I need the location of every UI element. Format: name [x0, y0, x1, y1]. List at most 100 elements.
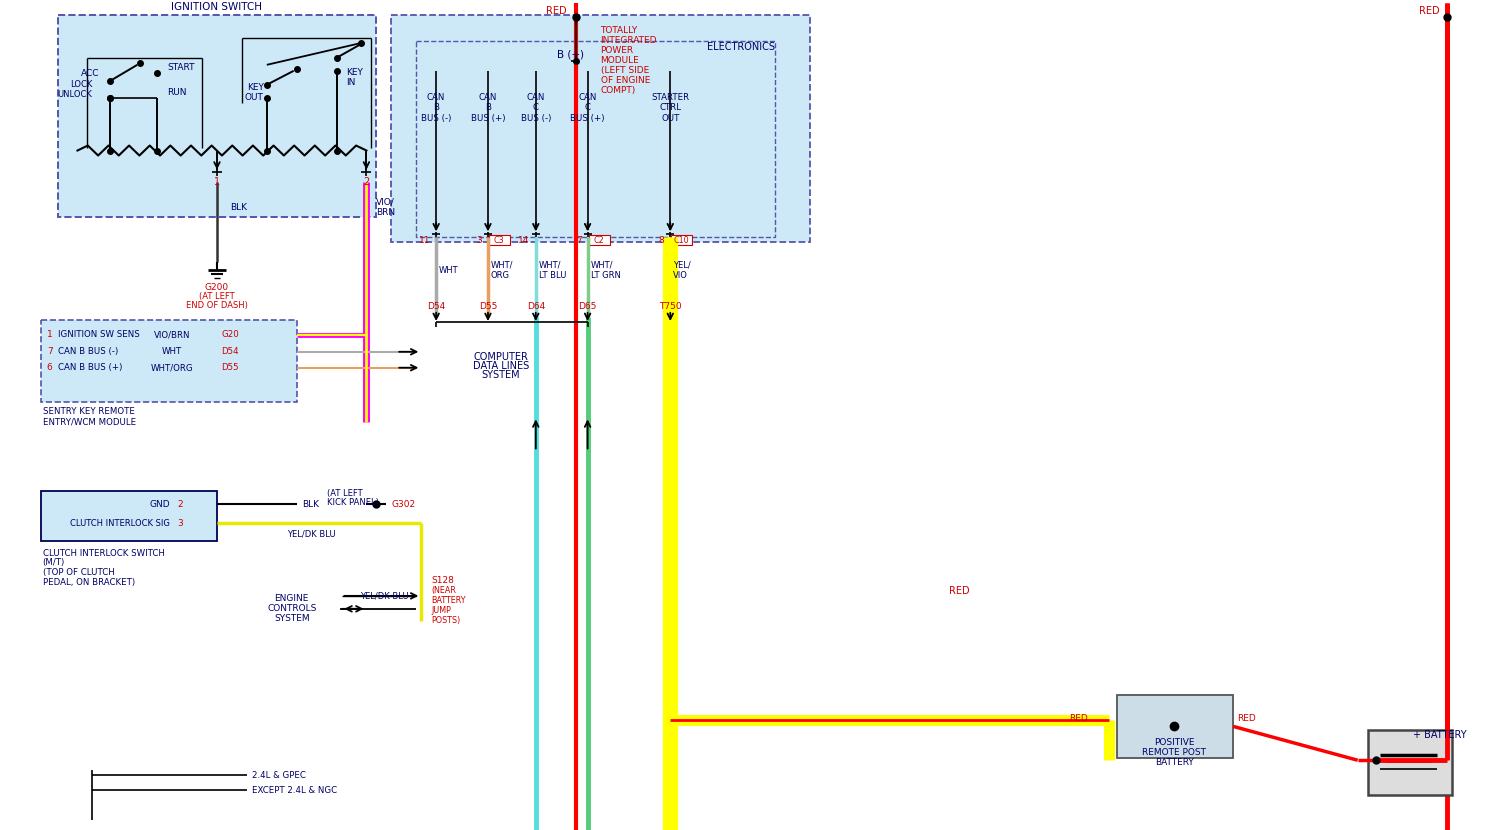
Text: PEDAL, ON BRACKET): PEDAL, ON BRACKET): [43, 579, 135, 588]
Text: C2: C2: [594, 236, 604, 245]
Text: TOTALLY: TOTALLY: [601, 27, 638, 36]
Text: COMPUTER: COMPUTER: [474, 352, 528, 362]
Text: BLK: BLK: [230, 203, 247, 212]
Text: WHT/
ORG: WHT/ ORG: [490, 261, 513, 280]
Text: (NEAR: (NEAR: [431, 586, 456, 595]
Text: STARTER
CTRL
OUT: STARTER CTRL OUT: [652, 93, 689, 123]
Text: RED: RED: [1069, 714, 1088, 723]
Bar: [392, 15, 810, 242]
Text: 3: 3: [176, 519, 182, 528]
Text: G302: G302: [392, 500, 416, 509]
Text: WHT/
LT BLU: WHT/ LT BLU: [538, 261, 567, 280]
Bar: [1368, 730, 1452, 795]
Bar: [58, 15, 377, 217]
Text: START: START: [167, 63, 194, 72]
Text: 2.4L & GPEC: 2.4L & GPEC: [251, 771, 305, 779]
Text: D54: D54: [428, 302, 446, 311]
Bar: [40, 491, 217, 541]
Text: 3: 3: [477, 236, 481, 245]
Text: POSTS): POSTS): [431, 617, 460, 625]
Text: GND: GND: [150, 500, 170, 509]
Text: (AT LEFT: (AT LEFT: [199, 292, 235, 301]
Text: + BATTERY: + BATTERY: [1413, 730, 1467, 740]
Text: CAN
C
BUS (+): CAN C BUS (+): [571, 93, 605, 123]
Text: ELECTRONICS: ELECTRONICS: [707, 42, 774, 52]
Text: 1: 1: [214, 178, 220, 188]
Text: T750: T750: [659, 302, 682, 311]
Text: KICK PANEL): KICK PANEL): [326, 498, 378, 507]
Bar: [489, 235, 510, 245]
Text: BATTERY: BATTERY: [1156, 758, 1195, 767]
Text: RED: RED: [1236, 714, 1256, 723]
Bar: [1117, 696, 1233, 759]
Text: KEY
IN: KEY IN: [347, 68, 363, 87]
Text: C3: C3: [493, 236, 504, 245]
Text: RUN: RUN: [167, 88, 187, 97]
Text: S128: S128: [431, 576, 454, 585]
Text: IGNITION SWITCH: IGNITION SWITCH: [172, 2, 263, 12]
Bar: [671, 235, 692, 245]
Text: SYSTEM: SYSTEM: [274, 614, 309, 623]
Text: ACC: ACC: [81, 70, 99, 78]
Text: OF ENGINE: OF ENGINE: [601, 76, 650, 85]
Text: ENGINE: ENGINE: [275, 594, 309, 603]
Bar: [589, 235, 610, 245]
Text: YEL/
VIO: YEL/ VIO: [673, 261, 691, 280]
Text: ENTRY/WCM MODULE: ENTRY/WCM MODULE: [43, 417, 136, 426]
Text: JUMP: JUMP: [431, 606, 451, 615]
Text: WHT: WHT: [440, 266, 459, 275]
Text: WHT/
LT GRN: WHT/ LT GRN: [591, 261, 620, 280]
Text: D64: D64: [526, 302, 544, 311]
Text: LOCK
UNLOCK: LOCK UNLOCK: [57, 80, 93, 100]
Text: SYSTEM: SYSTEM: [481, 369, 520, 379]
Text: B (+): B (+): [558, 50, 585, 60]
Text: D55: D55: [221, 364, 239, 372]
Text: INTEGRATED: INTEGRATED: [601, 37, 656, 46]
Text: 11: 11: [419, 236, 431, 245]
Text: CAN
B
BUS (-): CAN B BUS (-): [422, 93, 451, 123]
Text: 14: 14: [519, 236, 529, 245]
Text: IGNITION SW SENS: IGNITION SW SENS: [58, 330, 139, 339]
Text: CLUTCH INTERLOCK SWITCH: CLUTCH INTERLOCK SWITCH: [43, 549, 164, 558]
Text: 7: 7: [46, 347, 52, 356]
Text: CAN B BUS (+): CAN B BUS (+): [58, 364, 123, 372]
Text: RED: RED: [546, 6, 567, 16]
Text: KEY
OUT: KEY OUT: [245, 83, 263, 102]
Text: DATA LINES: DATA LINES: [472, 361, 529, 371]
Text: BLK: BLK: [302, 500, 318, 509]
Text: CAN
B
BUS (+): CAN B BUS (+): [471, 93, 505, 123]
Text: G200: G200: [205, 282, 229, 291]
Text: (M/T): (M/T): [43, 559, 64, 568]
Text: REMOTE POST: REMOTE POST: [1142, 748, 1206, 757]
Text: CAN
C
BUS (-): CAN C BUS (-): [520, 93, 552, 123]
Text: BATTERY: BATTERY: [431, 596, 465, 605]
Text: 6: 6: [46, 364, 52, 372]
Text: RED: RED: [1419, 6, 1440, 16]
Text: G20: G20: [221, 330, 239, 339]
Bar: [416, 41, 774, 237]
Text: D65: D65: [579, 302, 597, 311]
Text: WHT/ORG: WHT/ORG: [151, 364, 193, 372]
Bar: [40, 320, 296, 402]
Text: CONTROLS: CONTROLS: [268, 604, 317, 613]
Text: CAN B BUS (-): CAN B BUS (-): [58, 347, 118, 356]
Text: (TOP OF CLUTCH: (TOP OF CLUTCH: [43, 569, 114, 578]
Text: (LEFT SIDE: (LEFT SIDE: [601, 66, 649, 76]
Text: C10: C10: [673, 236, 689, 245]
Text: RED: RED: [949, 586, 970, 596]
Text: 8: 8: [659, 236, 664, 245]
Text: END OF DASH): END OF DASH): [185, 301, 248, 310]
Text: POSITIVE: POSITIVE: [1154, 738, 1195, 747]
Text: YEL/DK BLU: YEL/DK BLU: [287, 530, 336, 539]
Text: YEL/DK BLU: YEL/DK BLU: [360, 591, 408, 600]
Text: EXCEPT 2.4L & NGC: EXCEPT 2.4L & NGC: [251, 786, 336, 794]
Text: D54: D54: [221, 347, 239, 356]
Text: 1: 1: [46, 330, 52, 339]
Text: CLUTCH INTERLOCK SIG: CLUTCH INTERLOCK SIG: [70, 519, 170, 528]
Text: 2: 2: [176, 500, 182, 509]
Text: SENTRY KEY REMOTE: SENTRY KEY REMOTE: [43, 407, 135, 416]
Text: 2: 2: [363, 178, 369, 188]
Text: BRN: BRN: [377, 208, 396, 217]
Text: D55: D55: [478, 302, 498, 311]
Text: 7: 7: [576, 236, 582, 245]
